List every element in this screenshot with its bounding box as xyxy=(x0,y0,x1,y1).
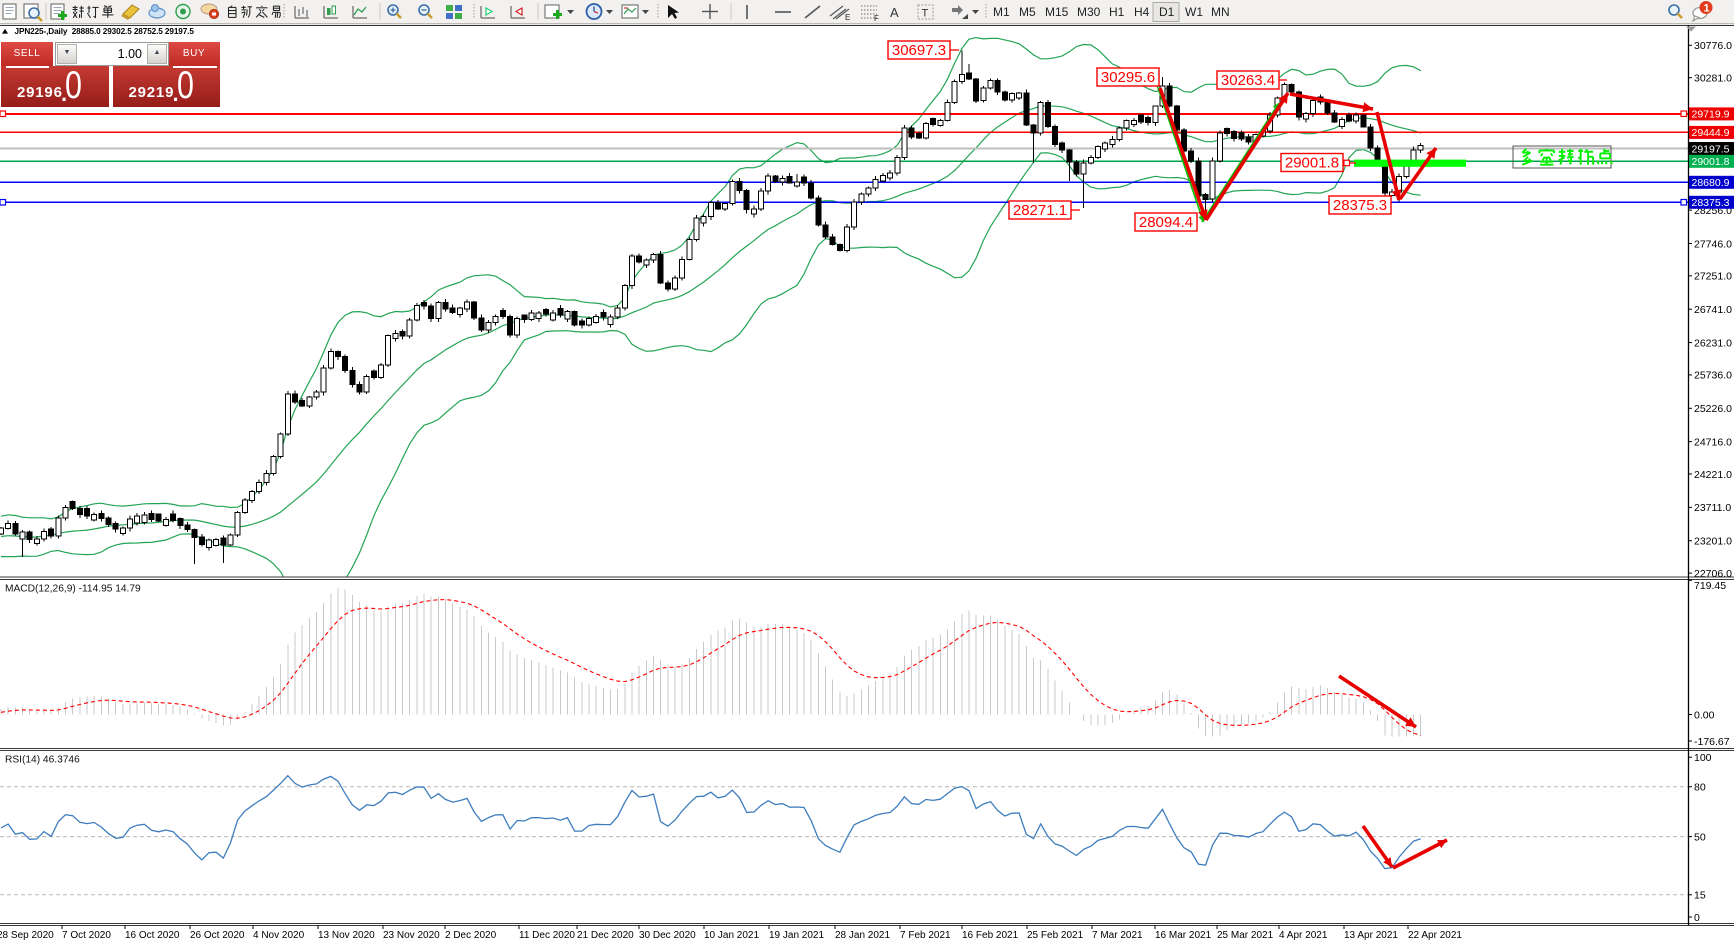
svg-text:M30: M30 xyxy=(1077,5,1101,19)
svg-text:24221.0: 24221.0 xyxy=(1694,469,1732,481)
svg-text:22706.0: 22706.0 xyxy=(1694,568,1732,580)
svg-text:13 Nov 2020: 13 Nov 2020 xyxy=(318,930,375,941)
svg-text:27251.0: 27251.0 xyxy=(1694,271,1732,283)
svg-text:4 Nov 2020: 4 Nov 2020 xyxy=(253,930,305,941)
svg-text:M5: M5 xyxy=(1019,5,1036,19)
svg-text:13 Apr 2021: 13 Apr 2021 xyxy=(1344,930,1398,941)
svg-text:25736.0: 25736.0 xyxy=(1694,370,1732,382)
svg-text:F: F xyxy=(874,14,879,23)
svg-text:M1: M1 xyxy=(993,5,1010,19)
svg-text:23 Nov 2020: 23 Nov 2020 xyxy=(383,930,440,941)
svg-text:7 Mar 2021: 7 Mar 2021 xyxy=(1092,930,1143,941)
svg-text:16 Mar 2021: 16 Mar 2021 xyxy=(1155,930,1212,941)
svg-text:-176.67: -176.67 xyxy=(1694,736,1730,748)
svg-text:26231.0: 26231.0 xyxy=(1694,337,1732,349)
svg-text:25226.0: 25226.0 xyxy=(1694,403,1732,415)
svg-text:23711.0: 23711.0 xyxy=(1694,502,1731,514)
svg-text:2 Dec 2020: 2 Dec 2020 xyxy=(445,930,497,941)
svg-text:50: 50 xyxy=(1694,831,1706,843)
svg-text:30697.3: 30697.3 xyxy=(892,42,946,59)
svg-text:21 Dec 2020: 21 Dec 2020 xyxy=(577,930,634,941)
svg-text:22 Apr 2021: 22 Apr 2021 xyxy=(1408,930,1462,941)
svg-text:1: 1 xyxy=(1704,3,1710,15)
svg-text:30281.0: 30281.0 xyxy=(1694,73,1732,85)
svg-text:MACD(12,26,9) -114.95 14.79: MACD(12,26,9) -114.95 14.79 xyxy=(5,584,141,595)
svg-text:11 Dec 2020: 11 Dec 2020 xyxy=(519,930,575,941)
svg-text:28 Jan 2021: 28 Jan 2021 xyxy=(835,930,890,941)
svg-text:28680.9: 28680.9 xyxy=(1692,177,1730,189)
svg-text:H4: H4 xyxy=(1134,5,1150,19)
svg-text:19 Jan 2021: 19 Jan 2021 xyxy=(769,930,824,941)
svg-text:26 Oct 2020: 26 Oct 2020 xyxy=(190,930,245,941)
svg-text:7 Oct 2020: 7 Oct 2020 xyxy=(62,930,111,941)
svg-text:10 Jan 2021: 10 Jan 2021 xyxy=(704,930,759,941)
svg-text:80: 80 xyxy=(1694,782,1706,794)
svg-text:26741.0: 26741.0 xyxy=(1694,304,1732,316)
svg-text:29444.9: 29444.9 xyxy=(1692,127,1730,139)
svg-text:28375.3: 28375.3 xyxy=(1692,197,1730,209)
svg-text:M15: M15 xyxy=(1045,5,1069,19)
svg-text:29197.5: 29197.5 xyxy=(1692,143,1730,155)
svg-text:0: 0 xyxy=(1694,912,1700,924)
svg-text:28271.1: 28271.1 xyxy=(1013,202,1067,219)
svg-text:0.00: 0.00 xyxy=(1694,709,1715,721)
svg-text:30295.6: 30295.6 xyxy=(1101,69,1155,86)
svg-text:7 Feb 2021: 7 Feb 2021 xyxy=(900,930,951,941)
svg-text:T: T xyxy=(922,8,929,20)
svg-text:29719.9: 29719.9 xyxy=(1692,109,1730,121)
svg-text:24716.0: 24716.0 xyxy=(1694,436,1732,448)
svg-text:15: 15 xyxy=(1694,890,1706,902)
svg-text:29001.8: 29001.8 xyxy=(1285,155,1339,172)
svg-text:A: A xyxy=(890,5,899,20)
svg-text:719.45: 719.45 xyxy=(1694,580,1726,592)
svg-text:28094.4: 28094.4 xyxy=(1139,214,1193,231)
svg-text:4 Apr 2021: 4 Apr 2021 xyxy=(1279,930,1328,941)
svg-text:25 Feb 2021: 25 Feb 2021 xyxy=(1027,930,1084,941)
svg-text:16 Feb 2021: 16 Feb 2021 xyxy=(962,930,1019,941)
svg-text:30 Dec 2020: 30 Dec 2020 xyxy=(639,930,696,941)
svg-text:MN: MN xyxy=(1211,5,1230,19)
svg-text:H1: H1 xyxy=(1109,5,1125,19)
svg-text:E: E xyxy=(845,13,850,22)
svg-text:28375.3: 28375.3 xyxy=(1333,197,1387,214)
svg-text:W1: W1 xyxy=(1185,5,1203,19)
svg-text:27746.0: 27746.0 xyxy=(1694,238,1732,250)
svg-text:100: 100 xyxy=(1694,752,1712,764)
svg-text:30263.4: 30263.4 xyxy=(1221,72,1275,89)
svg-text:30776.0: 30776.0 xyxy=(1694,40,1732,52)
svg-text:29001.8: 29001.8 xyxy=(1692,156,1730,168)
svg-text:23201.0: 23201.0 xyxy=(1694,536,1732,548)
svg-text:D1: D1 xyxy=(1159,5,1175,19)
svg-text:RSI(14) 46.3746: RSI(14) 46.3746 xyxy=(5,755,80,766)
svg-text:JPN225-,Daily 28885.0 29302.5: JPN225-,Daily 28885.0 29302.5 28752.5 29… xyxy=(15,27,195,36)
svg-text:28 Sep 2020: 28 Sep 2020 xyxy=(0,930,54,941)
svg-text:16 Oct 2020: 16 Oct 2020 xyxy=(125,930,180,941)
svg-text:25 Mar 2021: 25 Mar 2021 xyxy=(1217,930,1274,941)
